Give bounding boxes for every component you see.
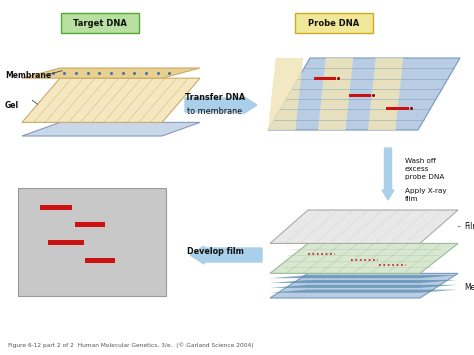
FancyArrow shape	[382, 148, 394, 200]
Bar	[314, 77, 337, 80]
Text: Figure 6-12 part 2 of 2  Human Molecular Genetics, 3/e.  (© Garland Science 2004: Figure 6-12 part 2 of 2 Human Molecular …	[8, 342, 254, 348]
Polygon shape	[268, 58, 460, 130]
Bar	[18, 188, 166, 296]
Text: Wash off
excess
probe DNA: Wash off excess probe DNA	[405, 158, 444, 180]
Bar	[75, 222, 105, 227]
Text: Film: Film	[464, 222, 474, 231]
Polygon shape	[270, 244, 458, 273]
Polygon shape	[22, 78, 200, 122]
Polygon shape	[270, 280, 458, 283]
FancyBboxPatch shape	[295, 13, 373, 33]
Text: Develop film: Develop film	[187, 247, 244, 257]
Polygon shape	[22, 68, 200, 78]
Text: Membrane: Membrane	[464, 283, 474, 292]
FancyArrow shape	[185, 96, 257, 114]
Text: Gel: Gel	[5, 102, 19, 110]
Polygon shape	[318, 58, 353, 130]
Text: Transfer DNA: Transfer DNA	[185, 93, 245, 103]
Text: Membrane: Membrane	[5, 71, 51, 80]
Text: Apply X-ray
film: Apply X-ray film	[405, 188, 447, 202]
Text: Target DNA: Target DNA	[73, 18, 127, 27]
FancyArrow shape	[190, 246, 262, 264]
FancyBboxPatch shape	[61, 13, 139, 33]
Bar	[386, 107, 409, 110]
Polygon shape	[270, 273, 458, 298]
Polygon shape	[270, 210, 458, 244]
Polygon shape	[270, 290, 458, 293]
Polygon shape	[270, 275, 458, 278]
Polygon shape	[270, 285, 458, 288]
Bar	[40, 205, 72, 210]
Bar	[48, 240, 84, 245]
Bar	[85, 258, 115, 263]
Polygon shape	[22, 122, 200, 136]
Text: Probe DNA: Probe DNA	[309, 18, 360, 27]
Polygon shape	[268, 58, 303, 130]
Bar	[349, 94, 372, 97]
Polygon shape	[368, 58, 403, 130]
Text: to membrane: to membrane	[187, 108, 243, 116]
